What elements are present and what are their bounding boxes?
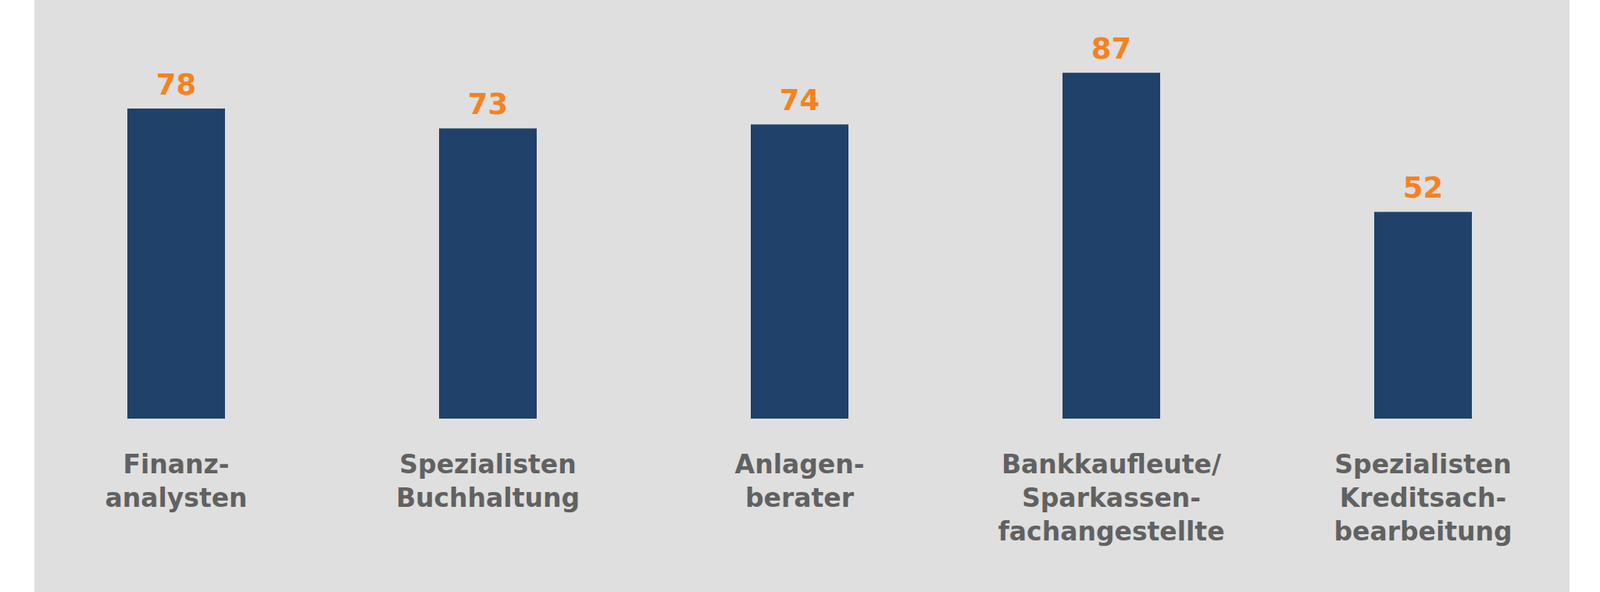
- data-label: 52: [1403, 171, 1444, 205]
- category-label: SpezialistenKreditsach-bearbeitung: [1333, 449, 1512, 547]
- category-label: Anlagen-berater: [735, 449, 865, 514]
- bar: [1062, 72, 1161, 419]
- background: [34, 0, 1570, 592]
- bars: [127, 72, 1472, 419]
- data-label: 87: [1091, 32, 1133, 66]
- bar: [127, 108, 225, 419]
- category-label: Bankkaufleute/Sparkassen-fachangestellte: [997, 449, 1225, 547]
- chart-container: 78 Finanz-analysten 73 SpezialistenBuchhalt…: [0, 0, 1600, 592]
- data-label: 74: [779, 83, 821, 118]
- chart-svg: 78 Finanz-analysten 73 SpezialistenBuchhalt…: [0, 0, 1600, 592]
- data-label: 73: [467, 87, 509, 122]
- bar: [750, 124, 849, 419]
- bar: [439, 128, 537, 419]
- data-label: 78: [156, 67, 197, 102]
- category-label: Finanz-analysten: [104, 449, 247, 514]
- labels: 78 Finanz-analysten 73 SpezialistenBuchhalt…: [104, 32, 1512, 547]
- bar: [1374, 211, 1472, 419]
- category-label: SpezialistenBuchhaltung: [396, 449, 580, 514]
